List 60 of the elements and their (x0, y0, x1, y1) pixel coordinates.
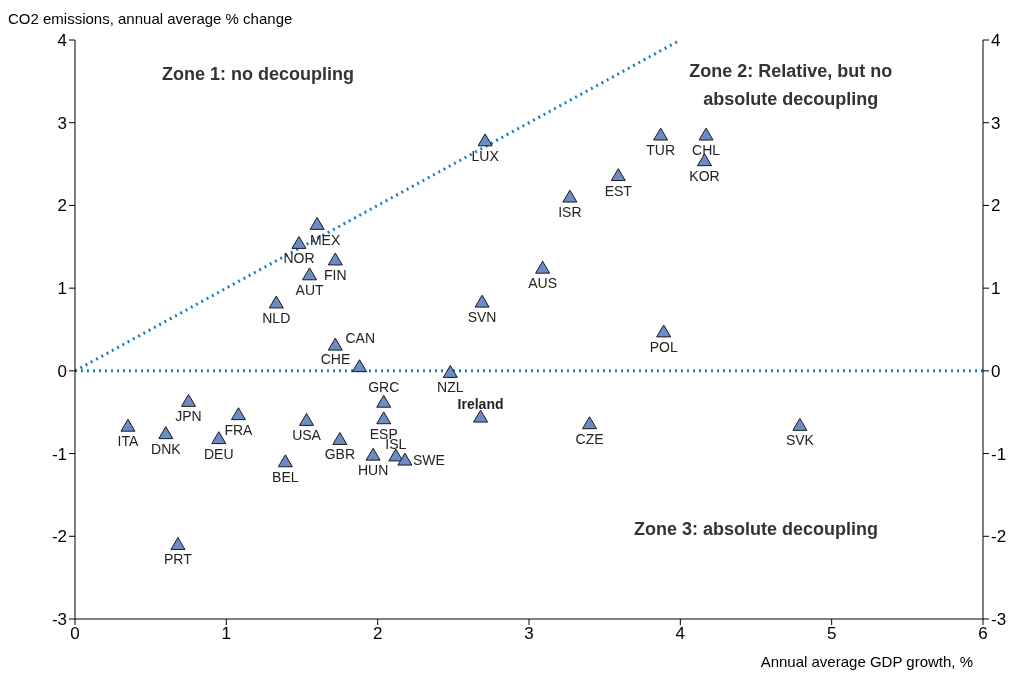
y2-tick-label: 0 (991, 361, 1001, 381)
y-tick-label: -3 (51, 610, 67, 630)
y2-tick-label: -2 (991, 527, 1007, 547)
annotation: Zone 1: no decoupling (162, 63, 355, 84)
x-tick-label: 0 (70, 624, 80, 644)
annotation: Ireland (457, 396, 504, 413)
annotation: SVN (467, 309, 497, 326)
x-tick-label: 3 (524, 624, 534, 644)
annotation: ISR (558, 204, 582, 221)
annotation: NZL (437, 379, 464, 396)
annotation: CZE (575, 430, 604, 447)
annotation: SWE (412, 452, 445, 469)
x-tick-label: 5 (826, 624, 837, 644)
y2-tick-label: 2 (991, 196, 1001, 216)
annotation: MEX (309, 232, 341, 249)
annotation: FIN (324, 266, 347, 283)
annotation: DEU (203, 445, 234, 462)
y-tick-label: -2 (51, 527, 67, 547)
y-axis-title: CO2 emissions, annual average % change (8, 10, 293, 27)
y-tick-label: -1 (51, 444, 67, 464)
x-tick-label: 2 (372, 624, 383, 644)
y2-tick-label: 4 (991, 31, 1001, 51)
annotation: CHE (320, 350, 351, 367)
x-axis-title: Annual average GDP growth, % (760, 653, 973, 670)
x-tick-label: 6 (978, 624, 988, 644)
annotation: BEL (272, 468, 299, 485)
annotation: Zone 2: Relative, but no absolute decoupling (689, 61, 893, 110)
annotation: POL (649, 338, 678, 355)
annotation: LUX (471, 147, 500, 164)
annotation: AUS (528, 275, 558, 292)
annotation: GRC (368, 379, 400, 396)
annotation: KOR (689, 167, 720, 184)
annotation: TUR (646, 142, 676, 159)
annotation: GBR (324, 446, 356, 463)
y-tick-label: 2 (57, 196, 67, 216)
y2-tick-label: 1 (991, 279, 1001, 299)
annotation: Zone 3: absolute decoupling (633, 519, 879, 540)
annotation: DNK (151, 440, 182, 457)
y-tick-label: 1 (57, 279, 67, 299)
annotation: AUT (295, 281, 325, 298)
annotation: NLD (262, 309, 291, 326)
annotation: JPN (175, 408, 202, 425)
annotation: CHL (692, 142, 721, 159)
y-tick-label: 4 (57, 31, 67, 51)
annotation: USA (292, 427, 322, 444)
annotation: HUN (357, 462, 389, 479)
y-tick-label: 0 (57, 361, 67, 381)
annotation: SVK (785, 432, 815, 449)
x-tick-label: 4 (675, 624, 686, 644)
annotation: FRA (224, 421, 254, 438)
annotation: CAN (345, 330, 376, 347)
x-tick-label: 1 (221, 624, 232, 644)
y2-tick-label: 3 (991, 113, 1001, 133)
y2-tick-label: -1 (991, 444, 1007, 464)
y2-tick-label: -3 (991, 610, 1007, 630)
annotation: EST (604, 182, 633, 199)
annotation: PRT (164, 551, 193, 568)
annotation: NOR (283, 250, 315, 267)
annotation: ITA (117, 433, 139, 450)
y-tick-label: 3 (57, 113, 67, 133)
